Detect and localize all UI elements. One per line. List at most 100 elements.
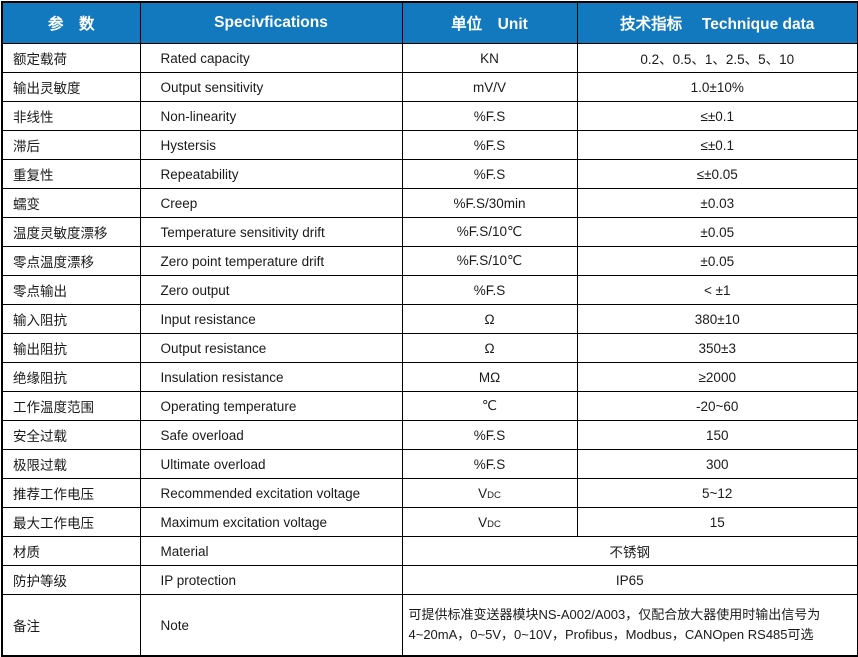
header-specifications: Specivfications [139, 1, 403, 44]
unit-cell: VDC [401, 507, 578, 537]
value-cell: 1.0±10% [576, 72, 858, 102]
spec-cell: Zero point temperature drift [139, 246, 403, 276]
param-cell: 额定载荷 [1, 43, 141, 73]
value-cell: ≥2000 [576, 362, 858, 392]
value-cell: 380±10 [576, 304, 858, 334]
table-row: 零点温度漂移 Zero point temperature drift %F.S/1… [1, 246, 858, 276]
value-cell: 5~12 [576, 478, 858, 508]
spec-table-body: 额定载荷 Rated capacity KN 0.2、0.5、1、2.5、5、10 输出… [1, 43, 858, 657]
value-cell: ≤±0.1 [576, 101, 858, 131]
value-cell: ≤±0.1 [576, 130, 858, 160]
param-cell: 输入阻抗 [1, 304, 141, 334]
param-cell: 材质 [1, 536, 141, 566]
value-cell: ±0.03 [576, 188, 858, 218]
spec-cell: Ultimate overload [139, 449, 403, 479]
table-row: 最大工作电压 Maximum excitation voltage VDC 15 [1, 507, 858, 537]
param-cell: 绝缘阻抗 [1, 362, 141, 392]
unit-cell: Ω [401, 304, 578, 334]
param-cell: 极限过载 [1, 449, 141, 479]
unit-cell: %F.S [401, 101, 578, 131]
unit-cell: %F.S/10℃ [401, 217, 578, 247]
table-row: 输入阻抗 Input resistance Ω 380±10 [1, 304, 858, 334]
table-row: 输出灵敏度 Output sensitivity mV/V 1.0±10% [1, 72, 858, 102]
value-cell: 15 [576, 507, 858, 537]
spec-cell: Temperature sensitivity drift [139, 217, 403, 247]
unit-subscript: DC [487, 489, 501, 501]
spec-cell: Input resistance [139, 304, 403, 334]
param-cell: 安全过载 [1, 420, 141, 450]
spec-cell: Recommended excitation voltage [139, 478, 403, 508]
unit-cell: %F.S/10℃ [401, 246, 578, 276]
unit-cell: KN [401, 43, 578, 73]
spec-cell: Material [139, 536, 403, 566]
spec-cell: Output resistance [139, 333, 403, 363]
param-cell: 蠕变 [1, 188, 141, 218]
table-row: 推荐工作电压 Recommended excitation voltage VDC 5… [1, 478, 858, 508]
spec-cell: Repeatability [139, 159, 403, 189]
spec-cell: Output sensitivity [139, 72, 403, 102]
table-row: 滞后 Hystersis %F.S ≤±0.1 [1, 130, 858, 160]
table-row: 备注 Note 可提供标准变送器模块NS-A002/A003，仅配合放大器使用时输出… [1, 594, 858, 657]
unit-cell: %F.S [401, 159, 578, 189]
unit-cell: MΩ [401, 362, 578, 392]
param-cell: 备注 [1, 594, 141, 657]
header-row: 参 数 Specivfications 单位 Unit 技术指标 Techniq… [1, 1, 858, 44]
table-row: 零点输出 Zero output %F.S < ±1 [1, 275, 858, 305]
unit-cell: %F.S [401, 449, 578, 479]
spec-cell: Hystersis [139, 130, 403, 160]
table-row: 极限过载 Ultimate overload %F.S 300 [1, 449, 858, 479]
spec-cell: Operating temperature [139, 391, 403, 421]
value-cell: ≤±0.05 [576, 159, 858, 189]
table-row: 蠕变 Creep %F.S/30min ±0.03 [1, 188, 858, 218]
param-cell: 零点输出 [1, 275, 141, 305]
spec-table-header: 参 数 Specivfications 单位 Unit 技术指标 Techniq… [1, 1, 858, 44]
unit-cell: %F.S [401, 130, 578, 160]
value-cell: IP65 [401, 565, 858, 595]
value-cell: 350±3 [576, 333, 858, 363]
header-param: 参 数 [1, 1, 141, 44]
param-cell: 工作温度范围 [1, 391, 141, 421]
spec-cell: Rated capacity [139, 43, 403, 73]
param-cell: 温度灵敏度漂移 [1, 217, 141, 247]
value-cell: 150 [576, 420, 858, 450]
unit-subscript: DC [487, 518, 501, 530]
param-cell: 零点温度漂移 [1, 246, 141, 276]
spec-cell: Note [139, 594, 403, 657]
spec-cell: Maximum excitation voltage [139, 507, 403, 537]
table-row: 防护等级 IP protection IP65 [1, 565, 858, 595]
unit-cell: ℃ [401, 391, 578, 421]
spec-cell: Safe overload [139, 420, 403, 450]
value-cell: 300 [576, 449, 858, 479]
unit-cell: VDC [401, 478, 578, 508]
table-row: 材质 Material 不锈钢 [1, 536, 858, 566]
value-cell: 0.2、0.5、1、2.5、5、10 [576, 43, 858, 73]
table-row: 工作温度范围 Operating temperature ℃ -20~60 [1, 391, 858, 421]
header-unit: 单位 Unit [401, 1, 578, 44]
param-cell: 重复性 [1, 159, 141, 189]
table-row: 绝缘阻抗 Insulation resistance MΩ ≥2000 [1, 362, 858, 392]
unit-cell: %F.S [401, 420, 578, 450]
param-cell: 输出阻抗 [1, 333, 141, 363]
param-cell: 滞后 [1, 130, 141, 160]
table-row: 额定载荷 Rated capacity KN 0.2、0.5、1、2.5、5、10 [1, 43, 858, 73]
unit-cell: mV/V [401, 72, 578, 102]
param-cell: 推荐工作电压 [1, 478, 141, 508]
table-row: 安全过载 Safe overload %F.S 150 [1, 420, 858, 450]
table-row: 非线性 Non-linearity %F.S ≤±0.1 [1, 101, 858, 131]
param-cell: 最大工作电压 [1, 507, 141, 537]
unit-cell: Ω [401, 333, 578, 363]
spec-cell: Insulation resistance [139, 362, 403, 392]
value-cell: < ±1 [576, 275, 858, 305]
value-cell: ±0.05 [576, 217, 858, 247]
spec-cell: IP protection [139, 565, 403, 595]
param-cell: 非线性 [1, 101, 141, 131]
value-cell: 可提供标准变送器模块NS-A002/A003，仅配合放大器使用时输出信号为 4~… [401, 594, 858, 657]
spec-cell: Zero output [139, 275, 403, 305]
spec-cell: Creep [139, 188, 403, 218]
spec-cell: Non-linearity [139, 101, 403, 131]
value-cell: ±0.05 [576, 246, 858, 276]
value-cell: -20~60 [576, 391, 858, 421]
param-cell: 防护等级 [1, 565, 141, 595]
